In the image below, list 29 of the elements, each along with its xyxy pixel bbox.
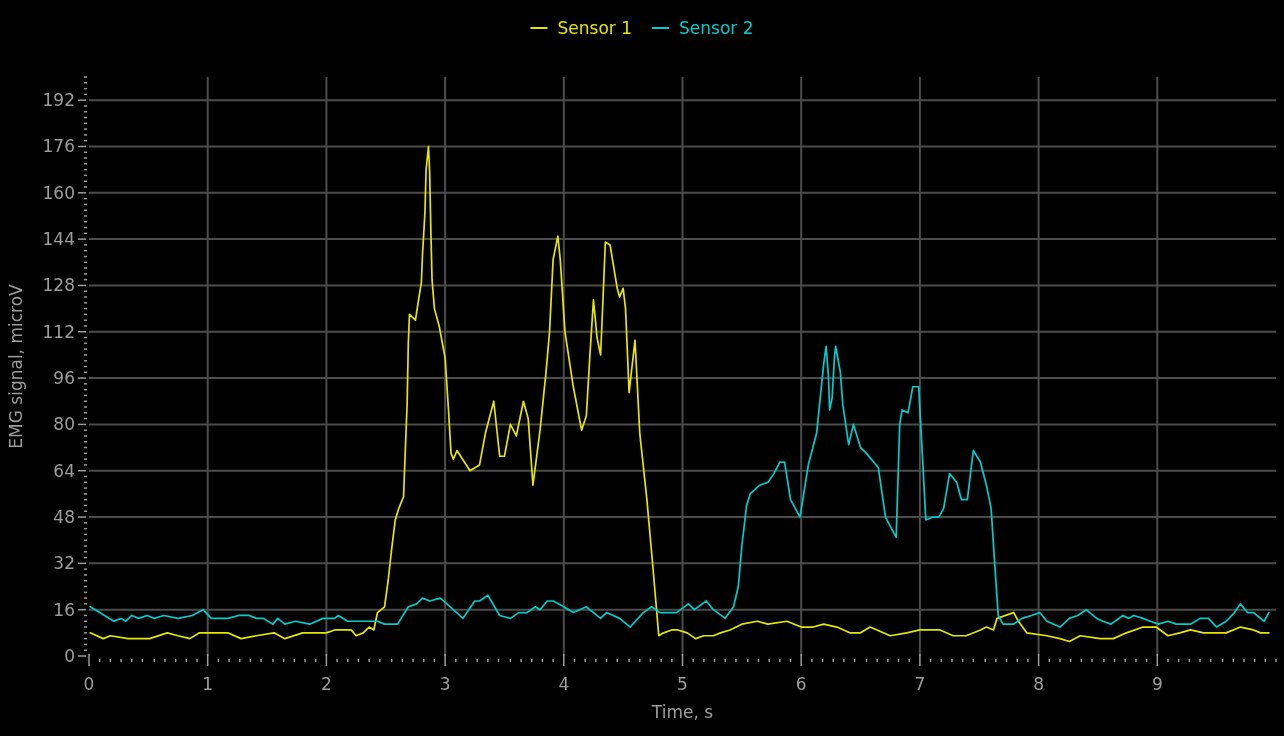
x-tick-label: 2 [320,674,332,694]
y-tick-label: 0 [64,646,75,666]
legend-label: Sensor 2 [679,18,754,38]
x-tick-label: 0 [83,674,95,694]
x-tick-label: 9 [1151,674,1163,694]
x-tick-label: 7 [914,674,926,694]
y-tick-label: 16 [53,599,75,620]
x-axis-title: Time, s [650,702,714,722]
line-series [89,345,1270,628]
y-tick-label: 144 [42,229,75,250]
x-tick-label: 8 [1033,674,1045,694]
legend-label: Sensor 1 [557,18,633,38]
y-tick-label: 32 [53,553,75,574]
x-tick-label: 1 [202,674,214,694]
x-tick-label: 4 [558,674,570,694]
y-tick-label: 112 [42,321,75,342]
y-tick-label: 64 [53,460,75,481]
y-tick-label: 80 [53,414,75,435]
y-tick-label: 160 [42,182,75,203]
line-series [89,145,1270,643]
x-tick-label: 6 [795,674,807,694]
y-axis-title: EMG signal, microV [6,283,26,449]
x-tick-label: 5 [677,674,688,694]
y-tick-label: 96 [53,368,75,389]
y-tick-label: 192 [42,90,75,111]
y-tick-label: 176 [42,136,75,157]
y-tick-label: 48 [53,507,75,528]
y-tick-label: 128 [42,275,75,296]
x-tick-label: 3 [439,674,451,694]
